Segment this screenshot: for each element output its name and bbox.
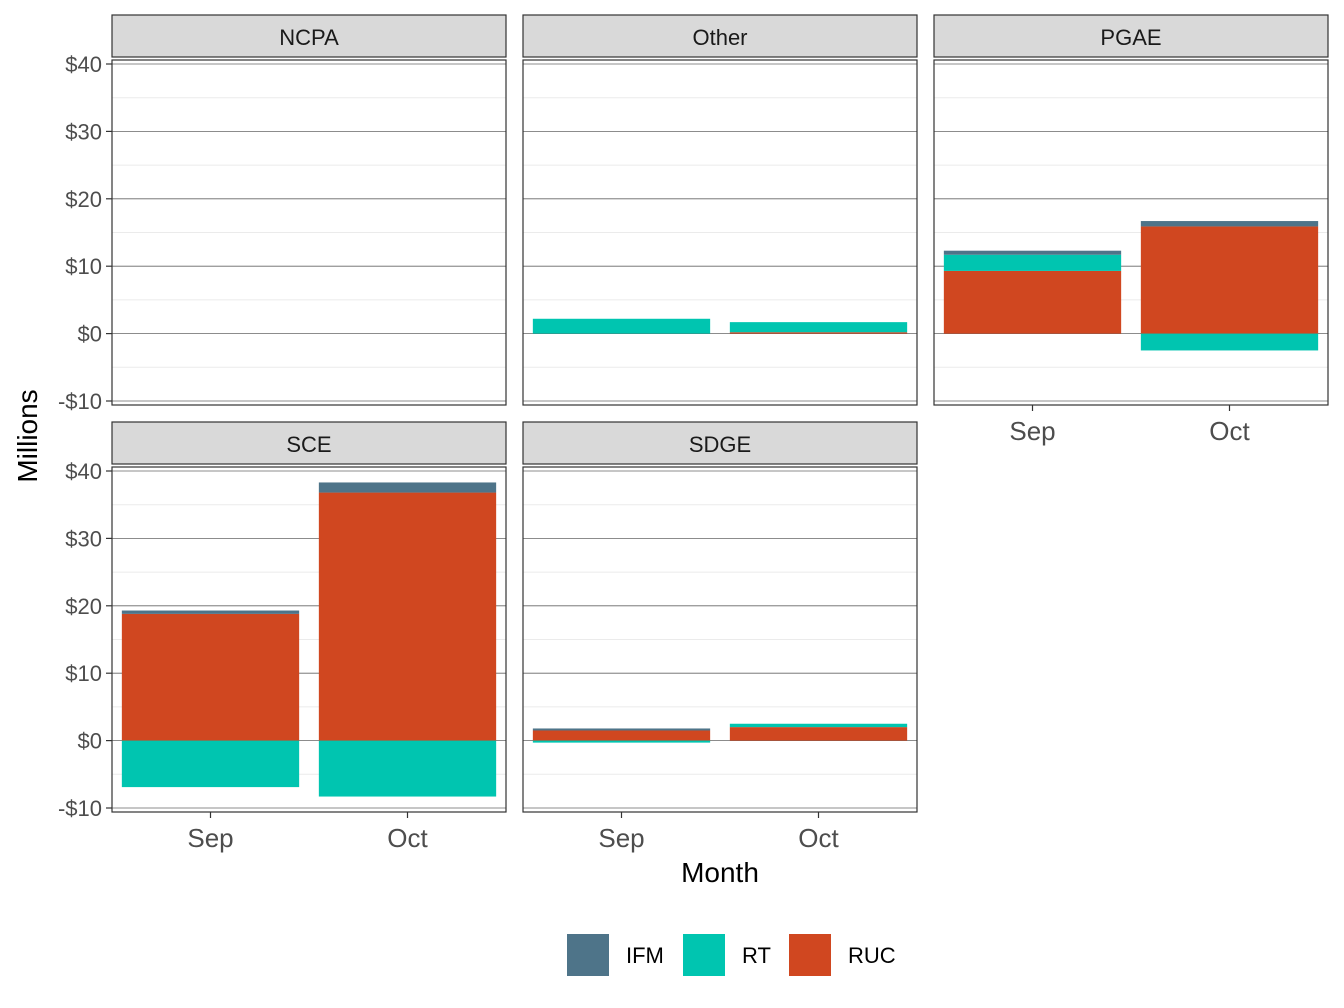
facet-strip [522,14,918,58]
bar-rt-sep [121,740,300,788]
facet-strip [522,421,918,465]
y-tick-label: $10 [65,661,102,686]
legend-key-ifm [567,934,609,976]
facet-strip-label: SCE [286,432,331,457]
facet-strip-label: PGAE [1100,25,1161,50]
bar-ruc-oct [729,727,908,741]
panel-border [522,466,918,813]
y-tick-label: $0 [78,322,102,347]
y-tick-label: $30 [65,119,102,144]
legend-key-ruc [789,934,831,976]
panel-border [111,466,507,813]
bar-ruc-sep [121,613,300,741]
bar-rt-oct [729,723,908,728]
bar-rt-oct [729,322,908,333]
bar-ruc-oct [729,332,908,334]
bar-ruc-sep [532,730,711,741]
facet-strip [111,14,507,58]
y-tick-label: $20 [65,187,102,212]
bar-ifm-oct [1140,221,1319,227]
panel-sce: SCE -$10 $0 $10 $20 $30 $40 Sep Oct [58,421,507,853]
x-tick-label: Sep [187,823,233,853]
facet-strip-label: SDGE [689,432,751,457]
panel-pgae: PGAE Sep Oct [933,14,1329,446]
x-tick-label: Oct [1209,416,1250,446]
legend: IFM RT RUC [567,934,896,976]
bar-rt-sep [532,318,711,334]
x-axis-title: Month [681,857,759,888]
y-tick-label: -$10 [58,796,102,821]
panel-border [111,59,507,406]
legend-label-rt: RT [742,943,771,968]
legend-key-rt [683,934,725,976]
bar-ruc-oct [318,492,497,741]
y-tick-label: $0 [78,729,102,754]
facet-strip-label: NCPA [279,25,339,50]
legend-label-ifm: IFM [626,943,664,968]
x-tick-label: Oct [798,823,839,853]
bar-rt-oct [1140,333,1319,351]
y-tick-label: $40 [65,52,102,77]
panel-sdge: SDGE Sep Oct [522,421,918,853]
y-tick-label: -$10 [58,389,102,414]
bar-rt-oct [318,740,497,797]
bar-ifm-sep [943,250,1122,255]
facet-strip-label: Other [692,25,747,50]
bar-rt-sep [532,740,711,743]
y-tick-label: $30 [65,526,102,551]
bar-ifm-oct [318,482,497,493]
y-tick-label: $40 [65,459,102,484]
y-axis-title: Millions [12,389,43,482]
legend-label-ruc: RUC [848,943,896,968]
bar-ruc-oct [1140,226,1319,334]
panel-border [933,59,1329,406]
bar-ifm-sep [121,610,300,614]
y-tick-label: $10 [65,254,102,279]
bar-rt-sep [943,254,1122,271]
facet-strip [933,14,1329,58]
panel-other: Other [522,14,918,406]
x-tick-label: Sep [1009,416,1055,446]
x-tick-label: Sep [598,823,644,853]
panel-border [522,59,918,406]
x-tick-label: Oct [387,823,428,853]
bar-ruc-sep [943,270,1122,334]
panel-ncpa: NCPA -$10 $0 $10 $20 $30 $40 [58,14,507,414]
facet-strip [111,421,507,465]
y-tick-label: $20 [65,594,102,619]
bar-ifm-sep [532,728,711,731]
